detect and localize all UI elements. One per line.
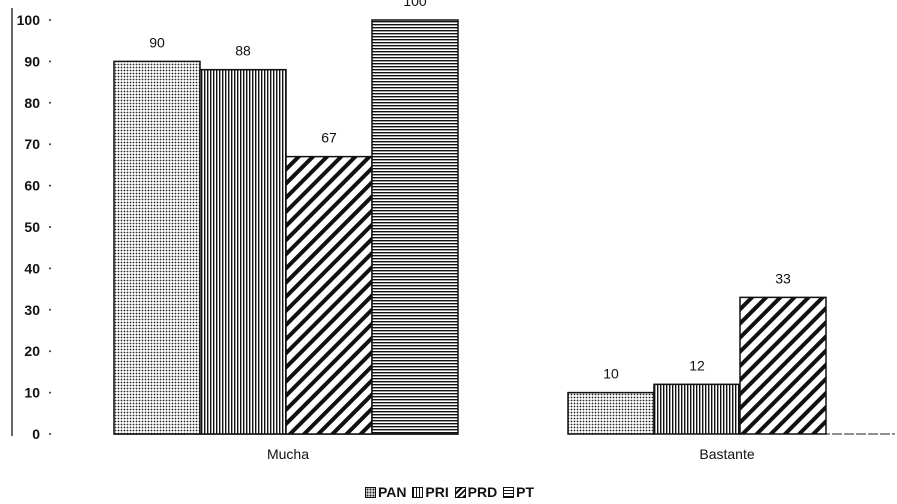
y-tick-mark [49, 391, 51, 394]
legend-label-prd: PRD [467, 484, 498, 500]
y-tick-label: 80 [24, 95, 40, 111]
bar-prd-mucha [285, 155, 373, 435]
y-tick-mark [49, 226, 51, 228]
y-tick-mark [49, 60, 51, 63]
y-tick-mark [49, 433, 51, 435]
data-label-pri-bastante: 12 [689, 357, 705, 373]
data-label-prd-mucha: 67 [321, 130, 337, 146]
data-label-prd-bastante: 33 [775, 270, 791, 286]
y-tick-mark [49, 19, 51, 21]
bar-pt-mucha [371, 19, 459, 435]
data-label-pan-bastante: 10 [603, 366, 619, 382]
bar-prd-bastante [739, 296, 827, 435]
y-tick-label: 40 [24, 260, 40, 276]
legend-swatch-pt [503, 487, 515, 498]
bars [113, 19, 827, 435]
y-tick-label: 70 [24, 136, 40, 152]
y-tick-mark [49, 267, 51, 270]
legend-item-pt: PT [503, 484, 534, 500]
y-tick-label: 50 [24, 219, 40, 235]
y-tick-label: 0 [32, 426, 40, 442]
legend-swatch-pri [412, 487, 424, 498]
data-label-pan-mucha: 90 [149, 34, 165, 50]
legend-item-pri: PRI [412, 484, 449, 500]
y-tick-mark [49, 143, 51, 146]
y-tick-label: 10 [24, 385, 40, 401]
bar-pri-mucha [199, 68, 287, 435]
legend-swatch-prd [454, 487, 466, 498]
category-label-bastante: Bastante [699, 446, 754, 462]
legend-label-pan: PAN [378, 484, 407, 500]
bar-pri-bastante [653, 383, 741, 435]
y-tick-mark [49, 184, 51, 187]
category-labels: Mucha Bastante [267, 446, 755, 462]
data-labels: 90 88 67 100 10 12 33 [149, 0, 791, 382]
legend-label-pri: PRI [425, 484, 449, 500]
legend: PAN PRI PRD PT [0, 484, 897, 500]
y-tick-mark [49, 350, 51, 353]
y-tick-label: 20 [24, 343, 40, 359]
y-tick-label: 30 [24, 302, 40, 318]
bar-pan-mucha [113, 60, 201, 435]
bar-pan-bastante [567, 391, 655, 435]
legend-label-pt: PT [516, 484, 534, 500]
bar-chart: 0 10 20 30 40 50 60 70 80 90 100 90 88 67 100 10 12 33 M… [11, 0, 895, 462]
y-tick-mark [49, 101, 51, 104]
data-label-pt-mucha: 100 [403, 0, 427, 9]
category-label-mucha: Mucha [267, 446, 309, 462]
legend-item-prd: PRD [454, 484, 498, 500]
y-tick-mark [49, 308, 51, 311]
data-label-pri-mucha: 88 [235, 43, 251, 59]
y-tick-label: 100 [17, 12, 41, 28]
y-tick-label: 60 [24, 178, 40, 194]
legend-swatch-pan [365, 487, 376, 498]
y-tick-label: 90 [24, 53, 40, 69]
legend-item-pan: PAN [365, 484, 407, 500]
